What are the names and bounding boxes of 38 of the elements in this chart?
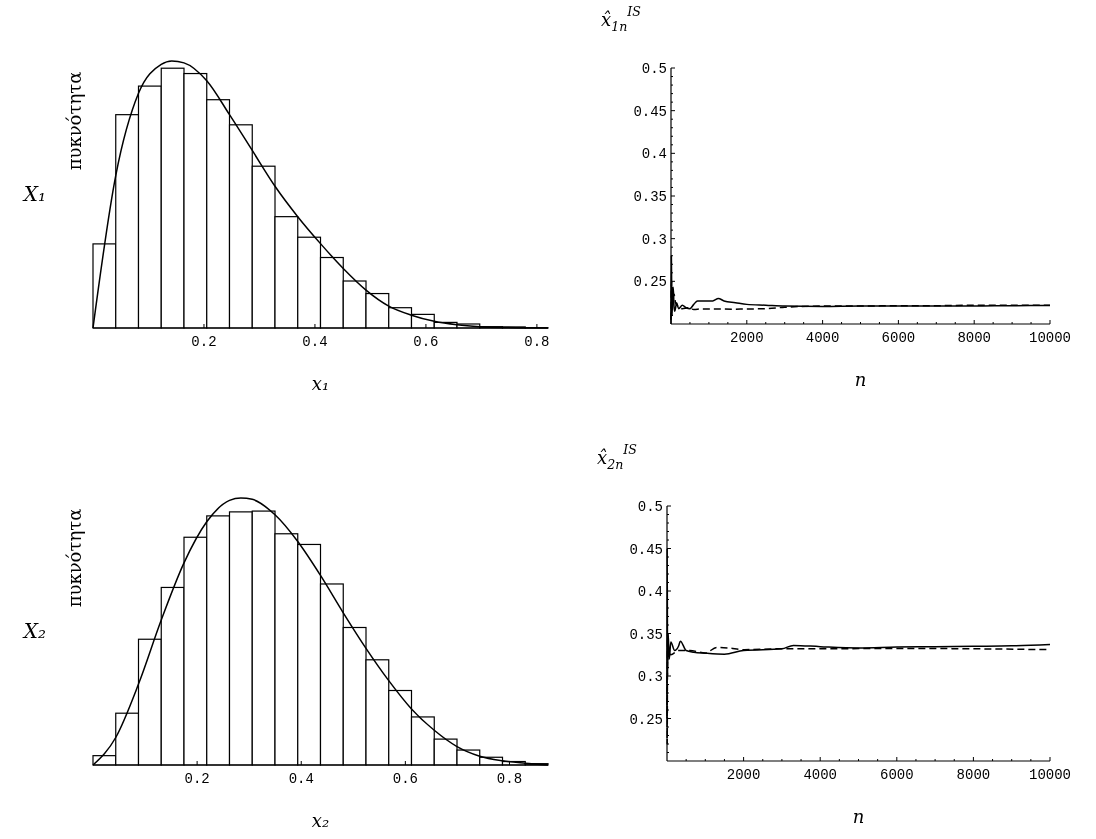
x-axis-title: n [852, 806, 865, 827]
y-tick-label: 0.35 [629, 626, 663, 643]
y-tick-label: 0.3 [637, 669, 663, 685]
x-tick-label: 0.6 [413, 334, 439, 350]
x-tick-label: 2000 [726, 767, 761, 783]
x-tick-label: 0.8 [524, 334, 550, 350]
y-tick-label: 0.4 [637, 584, 663, 600]
y-tick-label: 0.25 [633, 274, 667, 291]
x-axis-title: x₂ [311, 810, 330, 831]
x-axis-title: x₁ [311, 373, 330, 394]
x-tick-label: 0.4 [288, 771, 314, 787]
x-tick-label: 0.6 [392, 771, 418, 787]
x-axis-title: n [854, 369, 867, 390]
x-tick-label: 6000 [881, 330, 916, 346]
text: X₁ [21, 181, 47, 206]
x-tick-label: 8000 [957, 330, 991, 346]
y-tick-label: 0.4 [641, 146, 667, 163]
x-tick-label: 0.2 [191, 334, 217, 350]
x-tick-label: 10000 [1028, 330, 1072, 346]
x-tick-label: 4000 [805, 330, 840, 346]
x-tick-label: 6000 [880, 767, 914, 783]
text: X₂ [21, 618, 47, 643]
x-tick-label: 0.2 [184, 771, 210, 787]
x-tick-label: 8000 [956, 767, 991, 783]
x-tick-label: 10000 [1028, 767, 1072, 783]
x-tick-label: 0.8 [496, 771, 523, 787]
x-tick-label: 4000 [803, 767, 837, 783]
y-tick-label: 0.5 [637, 499, 663, 515]
y-tick-label: 0.3 [641, 231, 667, 248]
y-tick-label: 0.5 [641, 61, 667, 77]
x-tick-label: 2000 [730, 330, 764, 346]
x-tick-label: 0.4 [302, 334, 328, 350]
y-axis-title: πυκνότητα [64, 71, 85, 171]
y-tick-label: 0.35 [633, 189, 667, 205]
y-axis-title: πυκνότητα [64, 508, 85, 608]
y-tick-label: 0.45 [633, 103, 667, 120]
y-tick-label: 0.25 [629, 711, 663, 728]
y-tick-label: 0.45 [629, 541, 663, 558]
